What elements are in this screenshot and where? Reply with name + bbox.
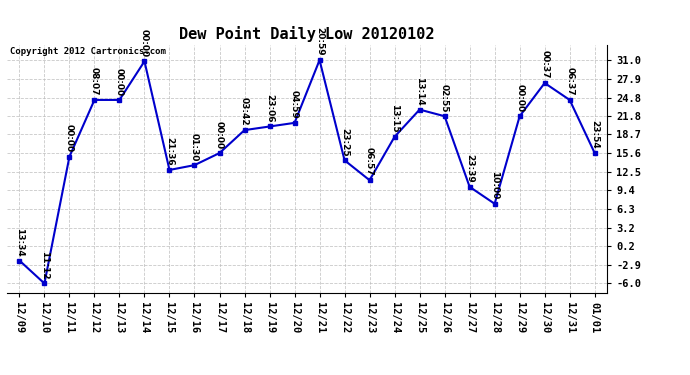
Text: 10:00: 10:00	[490, 171, 499, 200]
Text: 00:00: 00:00	[515, 84, 524, 112]
Text: 02:55: 02:55	[440, 84, 449, 112]
Text: 23:06: 23:06	[265, 94, 274, 122]
Text: 11:12: 11:12	[40, 251, 49, 279]
Text: 06:37: 06:37	[565, 67, 574, 96]
Text: 20:59: 20:59	[315, 27, 324, 56]
Title: Dew Point Daily Low 20120102: Dew Point Daily Low 20120102	[179, 27, 435, 42]
Text: 23:54: 23:54	[590, 120, 599, 149]
Text: 13:14: 13:14	[415, 76, 424, 105]
Text: 00:00: 00:00	[215, 121, 224, 149]
Text: 21:36: 21:36	[165, 137, 174, 166]
Text: 13:15: 13:15	[390, 104, 399, 133]
Text: 06:57: 06:57	[365, 147, 374, 176]
Text: 08:07: 08:07	[90, 67, 99, 96]
Text: 01:30: 01:30	[190, 133, 199, 161]
Text: 23:39: 23:39	[465, 154, 474, 183]
Text: 00:00: 00:00	[115, 68, 124, 96]
Text: 04:59: 04:59	[290, 90, 299, 119]
Text: 00:00: 00:00	[140, 29, 149, 57]
Text: 00:37: 00:37	[540, 50, 549, 79]
Text: Copyright 2012 Cartronics.com: Copyright 2012 Cartronics.com	[10, 48, 166, 57]
Text: 13:34: 13:34	[15, 228, 24, 256]
Text: 03:42: 03:42	[240, 98, 249, 126]
Text: 00:00: 00:00	[65, 124, 74, 153]
Text: 23:25: 23:25	[340, 128, 349, 156]
